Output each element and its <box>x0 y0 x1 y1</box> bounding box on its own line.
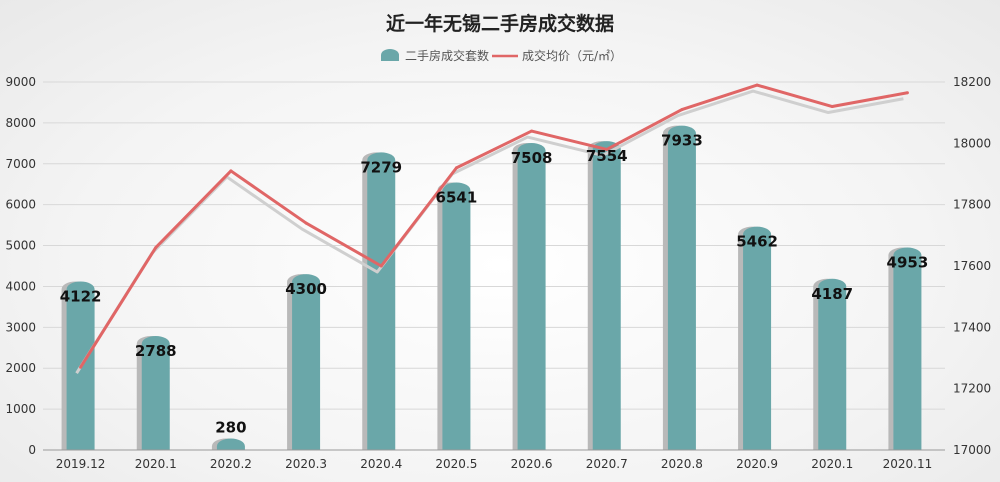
bar-data-label: 280 <box>215 419 246 437</box>
bar-data-label: 4122 <box>60 287 102 305</box>
bar-data-label: 4953 <box>887 253 929 271</box>
x-tick-label: 2020.6 <box>511 457 553 471</box>
line-point <box>680 108 684 112</box>
x-tick-label: 2020.2 <box>210 457 252 471</box>
y-left-tick-label: 2000 <box>5 361 36 375</box>
bar <box>743 226 772 450</box>
bar-series <box>61 125 922 451</box>
bar-data-label: 7554 <box>586 147 628 165</box>
y-left-tick-label: 4000 <box>5 279 36 293</box>
line-series <box>75 83 909 374</box>
legend-bar-swatch <box>381 49 399 61</box>
bar-data-label: 7279 <box>360 158 402 176</box>
line-point <box>454 166 458 170</box>
y-right-tick-label: 17600 <box>953 259 991 273</box>
y-right-tick-label: 17200 <box>953 382 991 396</box>
bar <box>292 274 321 450</box>
bar <box>141 336 170 450</box>
bar <box>818 278 847 450</box>
x-tick-label: 2020.4 <box>360 457 402 471</box>
y-right-tick-label: 17800 <box>953 198 991 212</box>
y-right-tick-label: 18000 <box>953 136 991 150</box>
y-left-tick-label: 3000 <box>5 320 36 334</box>
legend[interactable]: 二手房成交套数 成交均价（元/㎡） <box>381 48 622 63</box>
y-left-tick-label: 5000 <box>5 239 36 253</box>
y-left-tick-label: 8000 <box>5 116 36 130</box>
y-left-tick-label: 6000 <box>5 198 36 212</box>
y-right-tick-label: 17000 <box>953 443 991 457</box>
bar-data-label: 6541 <box>436 189 478 207</box>
y-axis-left: 0 1000 2000 3000 4000 5000 6000 7000 8000 9000 <box>5 75 36 457</box>
x-tick-label: 2020.11 <box>883 457 933 471</box>
x-axis: 2019.12 2020.1 2020.2 2020.3 2020.4 2020.5 202… <box>43 449 945 471</box>
x-tick-label: 2020.1 <box>135 457 177 471</box>
y-right-tick-label: 17400 <box>953 320 991 334</box>
data-labels: 4122 2788 280 4300 7279 6541 7508 7554 7933 5462 4… <box>60 132 929 437</box>
bar <box>367 152 396 451</box>
line-point <box>605 147 609 151</box>
bar-data-label: 4300 <box>285 280 327 298</box>
x-tick-label: 2020.7 <box>586 457 628 471</box>
legend-bar-label: 二手房成交套数 <box>405 48 489 63</box>
y-right-tick-label: 18200 <box>953 75 991 89</box>
y-left-tick-label: 1000 <box>5 402 36 416</box>
line-point <box>379 264 383 268</box>
x-tick-label: 2020.3 <box>285 457 327 471</box>
bar <box>893 247 922 450</box>
y-left-tick-label: 7000 <box>5 157 36 171</box>
price-line <box>79 83 908 368</box>
x-tick-label: 2020.5 <box>435 457 477 471</box>
line-point <box>905 91 909 95</box>
bar-data-label: 7508 <box>511 149 553 167</box>
bar-data-label: 7933 <box>661 132 703 150</box>
line-shadow <box>75 89 904 374</box>
line-point <box>154 246 158 250</box>
y-left-tick-label: 9000 <box>5 75 36 89</box>
y-left-tick-label: 0 <box>28 443 36 457</box>
bar-data-label: 4187 <box>811 285 853 303</box>
x-tick-label: 2020.9 <box>736 457 778 471</box>
line-point <box>79 365 83 369</box>
chart-title: 近一年无锡二手房成交数据 <box>386 12 614 35</box>
bar <box>517 143 546 450</box>
x-tick-label: 2019.12 <box>56 457 106 471</box>
x-tick-label: 2020.8 <box>661 457 703 471</box>
x-tick-label: 2020.1 <box>811 457 853 471</box>
bar <box>442 182 471 450</box>
line-point <box>830 105 834 109</box>
bar <box>216 438 245 450</box>
y-axis-right: 17000 17200 17400 17600 17800 18000 18200 <box>953 75 991 457</box>
bar <box>592 141 621 451</box>
bar <box>667 125 696 450</box>
line-point <box>530 129 534 133</box>
line-point <box>755 83 759 87</box>
bar-data-label: 2788 <box>135 342 177 360</box>
gridlines <box>43 81 945 451</box>
bar-data-label: 5462 <box>736 233 778 251</box>
line-point <box>229 169 233 173</box>
legend-line-label: 成交均价（元/㎡） <box>522 48 622 63</box>
line-point <box>304 221 308 225</box>
